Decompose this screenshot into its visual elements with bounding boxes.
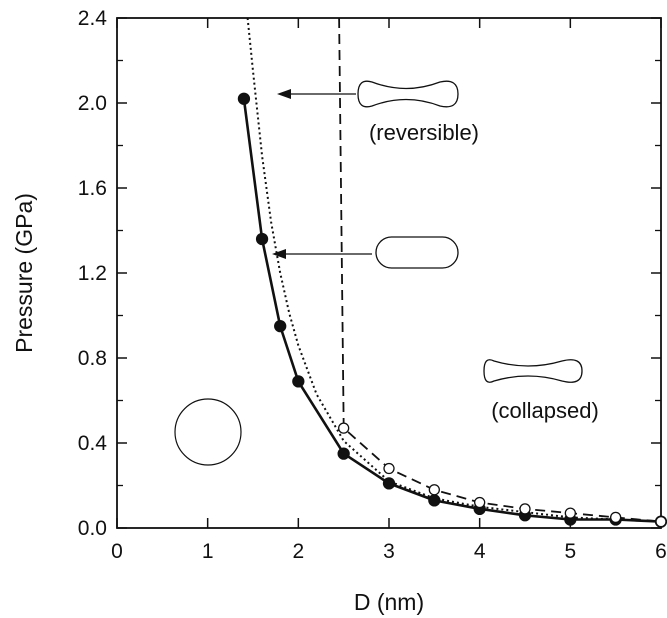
x-tick-label: 5 (564, 540, 576, 563)
data-point-filled (274, 319, 287, 333)
x-tick-label: 6 (655, 540, 667, 563)
annotation-collapsed: (collapsed) (491, 398, 599, 423)
series-line-solid (242, 98, 662, 523)
data-point-open (428, 484, 440, 496)
y-tick-label: 0.8 (78, 347, 107, 370)
y-tick-label: 0.0 (78, 517, 107, 540)
data-point-open (338, 422, 350, 434)
arrow-reversible-icon (277, 89, 356, 99)
y-tick-label: 2.0 (78, 92, 107, 115)
dogbone-shape-icon (483, 359, 583, 383)
tick-labels: 0 1 2 3 4 5 6 0.0 0.4 0.8 1.2 1.6 2.0 2.4 (78, 7, 667, 563)
data-point-filled (428, 494, 441, 507)
axis-ticks (116, 17, 662, 529)
markers-group (237, 92, 667, 528)
data-point-filled (255, 232, 269, 246)
circle-shape-icon (174, 398, 242, 466)
data-point-open (519, 503, 531, 515)
arrow-oval-icon (272, 249, 372, 259)
data-point-open (655, 515, 667, 528)
oval-shape-icon (375, 236, 459, 269)
plot-frame (116, 17, 662, 529)
data-point-filled (237, 92, 251, 105)
x-tick-label: 2 (292, 540, 304, 563)
series-line-dotted (246, 17, 662, 523)
peanut-shape-icon (357, 80, 459, 108)
x-axis-title: D (nm) (354, 589, 424, 615)
data-point-open (383, 462, 395, 475)
data-point-open (610, 511, 622, 524)
y-tick-label: 2.4 (78, 7, 108, 30)
y-tick-label: 0.4 (78, 432, 108, 455)
series-line-dashed (338, 17, 662, 523)
x-tick-label: 1 (202, 540, 214, 563)
data-point-open (474, 496, 486, 509)
data-point-filled (337, 447, 350, 460)
data-point-open (564, 507, 576, 519)
y-tick-label: 1.2 (78, 262, 107, 285)
data-point-filled (382, 477, 396, 490)
annotation-reversible: (reversible) (369, 120, 479, 145)
y-axis-title: Pressure (GPa) (11, 193, 37, 353)
y-tick-label: 1.6 (78, 177, 107, 200)
x-tick-label: 3 (383, 540, 395, 563)
data-point-filled (292, 375, 305, 388)
x-tick-label: 0 (111, 540, 123, 563)
x-tick-label: 4 (474, 540, 486, 563)
